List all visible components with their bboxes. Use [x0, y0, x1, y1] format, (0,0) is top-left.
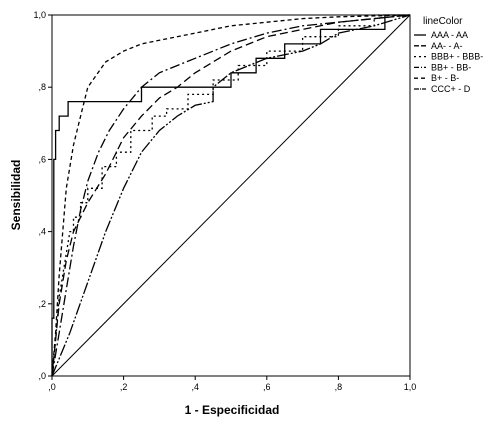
x-axis-title: 1 - Especificidad — [185, 403, 280, 417]
series-line-6 — [51, 14, 411, 377]
legend-label-5: B+ - B- — [431, 73, 459, 83]
legend-label-1: AAA - AA — [431, 30, 468, 40]
x-tick-label: 1,0 — [404, 382, 417, 392]
y-tick-label: ,6 — [38, 154, 46, 164]
y-tick-label: ,4 — [38, 227, 46, 237]
plot-frame — [51, 14, 411, 377]
legend-label-6: CCC+ - D — [431, 84, 471, 94]
series-line-3 — [51, 14, 410, 377]
y-tick-label: ,8 — [38, 82, 46, 92]
plot-area — [51, 14, 411, 377]
series-line-4 — [51, 14, 411, 377]
series-line-5 — [51, 14, 411, 377]
x-tick-label: ,4 — [191, 382, 199, 392]
x-tick-label: ,6 — [263, 382, 271, 392]
reference-diagonal — [51, 14, 411, 377]
legend-label-3: BBB+ - BBB- — [431, 52, 483, 62]
axes: ,0 ,2 ,4 ,6 ,8 1,0 ,0 ,2 ,4 ,6 ,8 1,0 — [33, 10, 416, 392]
y-tick-label: ,2 — [38, 299, 46, 309]
legend-label-2: AA- - A- — [431, 41, 463, 51]
legend-title: lineColor — [423, 16, 463, 27]
series-line-2 — [51, 14, 411, 377]
y-tick-label: ,0 — [38, 371, 46, 381]
legend-label-4: BB+ - BB- — [431, 62, 471, 72]
y-axis-title: Sensibilidad — [9, 160, 23, 231]
x-tick-label: ,8 — [335, 382, 343, 392]
x-tick-label: ,0 — [48, 382, 56, 392]
y-tick-label: 1,0 — [33, 10, 46, 20]
x-tick-label: ,2 — [120, 382, 128, 392]
